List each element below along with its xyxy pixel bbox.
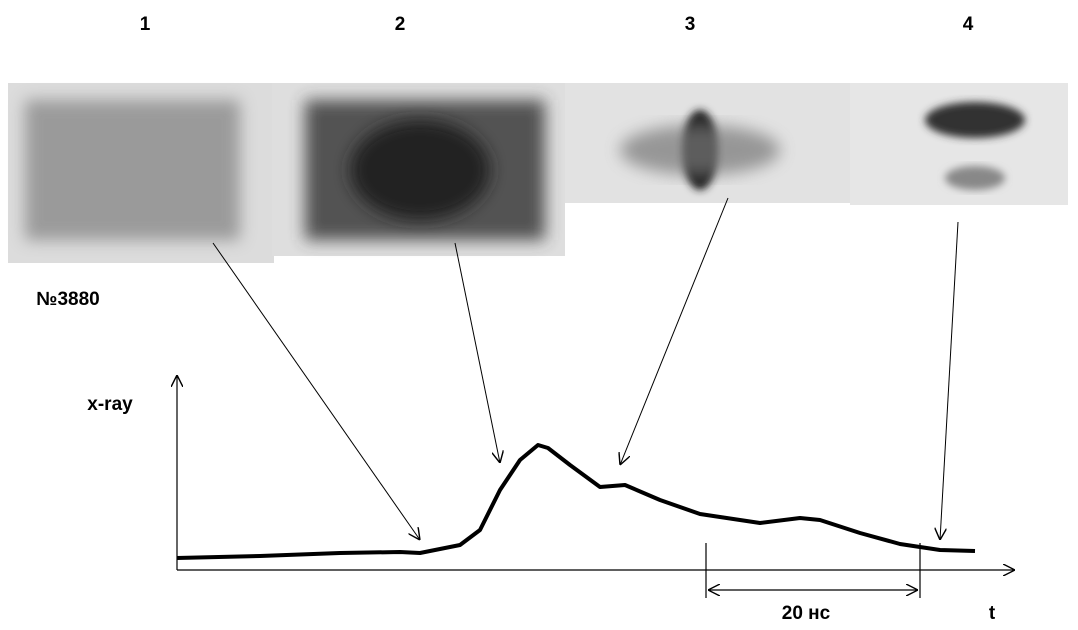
frame-label: 2 <box>395 14 406 35</box>
shot-number: №3880 <box>36 289 99 310</box>
y-axis-label: x-ray <box>87 394 133 415</box>
frame-arrow <box>212 242 420 540</box>
frame-image-4 <box>850 83 1068 205</box>
scale-label: 20 нс <box>782 603 831 624</box>
frame-arrow <box>620 197 729 465</box>
frame-arrow <box>940 221 959 540</box>
frame-label: 1 <box>140 14 151 35</box>
frame-image-3 <box>565 83 850 203</box>
frame-image-1 <box>8 83 274 263</box>
frame-image-2 <box>272 83 565 256</box>
frame-label: 4 <box>963 14 974 35</box>
x-axis-label: t <box>989 603 996 624</box>
frame-arrow <box>454 242 500 463</box>
frame-label: 3 <box>685 14 696 35</box>
signal-curve <box>176 443 976 560</box>
